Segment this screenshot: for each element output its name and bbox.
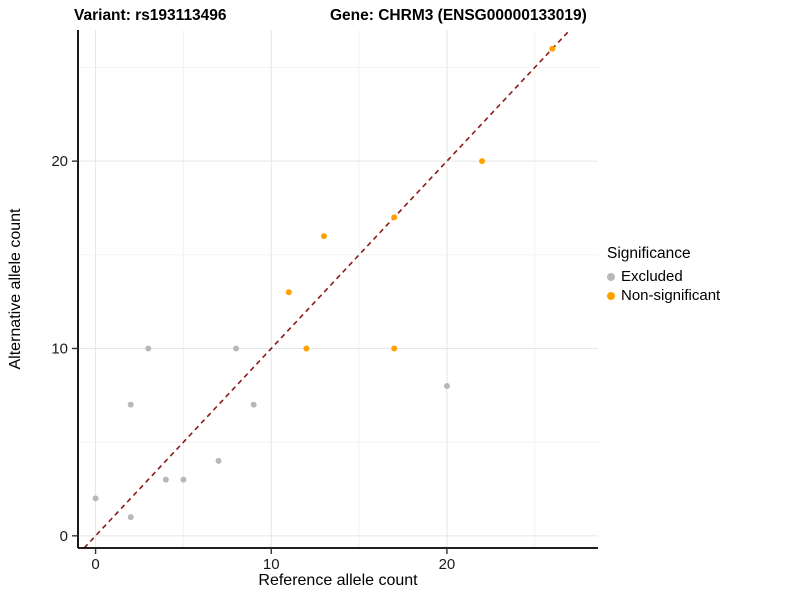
data-point-non-significant — [391, 214, 398, 221]
data-point-non-significant — [320, 233, 327, 240]
x-axis-title: Reference allele count — [258, 572, 418, 589]
plot-title-gene: Gene: CHRM3 (ENSG00000133019) — [330, 7, 587, 24]
data-point-excluded — [127, 514, 134, 521]
excluded-dot-icon — [607, 272, 615, 281]
plot-title-variant: Variant: rs193113496 — [74, 7, 227, 24]
data-point-non-significant — [285, 289, 292, 296]
data-point-excluded — [250, 401, 257, 408]
y-tick-label: 20 — [51, 153, 68, 170]
data-point-excluded — [180, 476, 187, 483]
data-point-non-significant — [303, 345, 310, 352]
legend-item-excluded: Excluded — [607, 267, 720, 286]
y-tick-label: 0 — [60, 528, 68, 545]
data-point-non-significant — [549, 45, 556, 52]
x-tick-label: 0 — [91, 556, 99, 573]
legend-title: Significance — [607, 245, 691, 262]
data-point-excluded — [92, 495, 99, 502]
data-point-excluded — [127, 401, 134, 408]
legend-label-excluded: Excluded — [621, 268, 683, 285]
x-tick-label: 10 — [263, 556, 280, 573]
data-point-excluded — [443, 382, 450, 389]
data-point-non-significant — [479, 158, 486, 165]
legend-item-non-significant: Non-significant — [607, 286, 720, 305]
legend: Significance Excluded Non-significant — [607, 245, 720, 305]
non-significant-dot-icon — [607, 291, 615, 300]
data-point-excluded — [215, 457, 222, 464]
data-point-excluded — [145, 345, 152, 352]
legend-label-non-significant: Non-significant — [621, 287, 721, 304]
y-tick-label: 10 — [51, 340, 68, 357]
y-axis-title: Alternative allele count — [7, 208, 24, 370]
data-point-excluded — [233, 345, 240, 352]
data-point-non-significant — [391, 345, 398, 352]
x-tick-label: 20 — [439, 556, 456, 573]
data-point-excluded — [162, 476, 169, 483]
identity-reference-line — [83, 29, 571, 549]
